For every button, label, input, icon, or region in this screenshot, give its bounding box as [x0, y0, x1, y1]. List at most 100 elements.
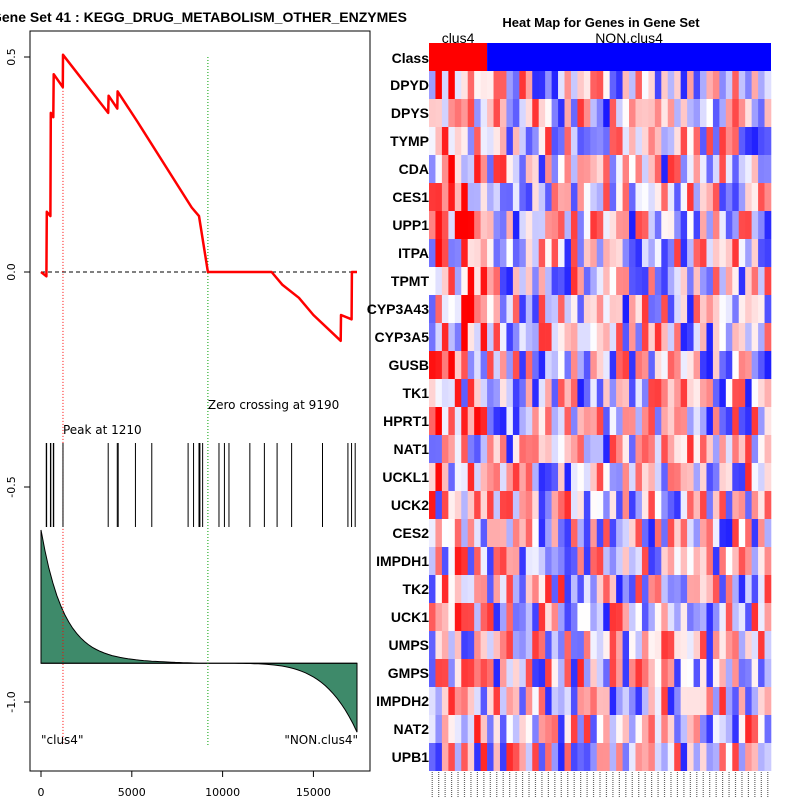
heatmap-cell: [674, 71, 681, 99]
heatmap-cell: [687, 267, 694, 295]
heatmap-cell: [480, 127, 488, 155]
heatmap-cell: [654, 463, 662, 491]
heatmap-cell: [609, 491, 617, 519]
heatmap-cell: [429, 323, 436, 351]
heatmap-cell: [512, 379, 520, 407]
heatmap-cell: [622, 71, 630, 99]
heatmap-cell: [706, 463, 714, 491]
heatmap-cell: [674, 295, 681, 323]
heatmap-cell: [538, 351, 546, 379]
heatmap-cell: [474, 99, 481, 127]
heatmap-cell: [590, 603, 598, 631]
heatmap-cell: [751, 127, 759, 155]
heatmap-cell: [551, 295, 559, 323]
heatmap-cell: [719, 435, 727, 463]
heatmap-cell: [725, 71, 733, 99]
heatmap-cell: [609, 407, 617, 435]
heatmap-cell: [700, 659, 707, 687]
heatmap-cell: [758, 603, 765, 631]
heatmap-cell: [609, 743, 617, 771]
heatmap-cell: [648, 603, 656, 631]
heatmap-cell: [454, 239, 462, 267]
heatmap-cell: [538, 715, 546, 743]
heatmap-cell: [435, 743, 443, 771]
heatmap-cell: [764, 379, 772, 407]
heatmap-cell: [725, 323, 733, 351]
heatmap-cell: [609, 71, 617, 99]
heatmap-cell: [648, 155, 656, 183]
heatmap-cell: [487, 71, 494, 99]
heatmap-cell: [764, 631, 772, 659]
heatmap-cell: [551, 603, 559, 631]
heatmap-cell: [461, 575, 469, 603]
heatmap-cell: [551, 127, 559, 155]
heatmap-cell: [499, 267, 507, 295]
heatmap-cell: [661, 267, 669, 295]
heatmap-cell: [758, 379, 765, 407]
heatmap-cell: [487, 715, 494, 743]
heatmap-cell: [474, 211, 481, 239]
heatmap-cell: [467, 631, 475, 659]
heatmap-cell: [429, 575, 436, 603]
heatmap-cell: [532, 659, 539, 687]
heatmap-cell: [558, 491, 565, 519]
heatmap-cell: [674, 379, 681, 407]
heatmap-cell: [725, 659, 733, 687]
heatmap-cell: [487, 603, 494, 631]
heatmap-cell: [512, 491, 520, 519]
heatmap-cell: [564, 687, 572, 715]
heatmap-cell: [719, 211, 727, 239]
heatmap-cell: [687, 547, 694, 575]
heatmap-cell: [738, 71, 746, 99]
heatmap-cell: [570, 71, 578, 99]
heatmap-cell: [648, 267, 656, 295]
heatmap-cell: [635, 71, 643, 99]
heatmap-cell: [493, 71, 501, 99]
row-label-uck1: UCK1: [391, 609, 429, 625]
heatmap-cell: [512, 631, 520, 659]
heatmap-cell: [693, 183, 701, 211]
heatmap-cell: [506, 239, 514, 267]
heatmap-cell: [590, 743, 598, 771]
heatmap-cell: [667, 491, 675, 519]
heatmap-cell: [532, 351, 539, 379]
heatmap-cell: [687, 743, 694, 771]
heatmap-cell: [512, 351, 520, 379]
heatmap-cell: [558, 687, 565, 715]
heatmap-cell: [532, 323, 539, 351]
heatmap-cell: [525, 379, 533, 407]
heatmap-cell: [680, 155, 688, 183]
heatmap-cell: [480, 295, 488, 323]
heatmap-cell: [429, 71, 436, 99]
heatmap-cell: [635, 519, 643, 547]
heatmap-cell: [616, 323, 623, 351]
heatmap-cell: [667, 351, 675, 379]
heatmap-cell: [732, 519, 740, 547]
row-label-gmps: GMPS: [388, 665, 429, 681]
heatmap-cell: [564, 715, 572, 743]
heatmap-cell: [654, 491, 662, 519]
heatmap-cell: [622, 407, 630, 435]
heatmap-cell: [570, 267, 578, 295]
heatmap-cell: [519, 631, 527, 659]
heatmap-cell: [622, 463, 630, 491]
heatmap-cell: [590, 631, 598, 659]
heatmap-cell: [596, 547, 604, 575]
heatmap-cell: [661, 631, 669, 659]
heatmap-cell: [564, 127, 572, 155]
heatmap-cell: [603, 351, 610, 379]
heatmap-cell: [629, 491, 636, 519]
heatmap-cell: [429, 519, 436, 547]
heatmap-cell: [558, 519, 565, 547]
row-label-ces1: CES1: [392, 189, 429, 205]
heatmap-cell: [583, 603, 591, 631]
heatmap-cell: [454, 603, 462, 631]
heatmap-cell: [693, 575, 701, 603]
heatmap-cell: [480, 99, 488, 127]
heatmap-cell: [564, 351, 572, 379]
heatmap-cell: [551, 547, 559, 575]
heatmap-cell: [545, 743, 552, 771]
heatmap-cell: [545, 575, 552, 603]
heatmap-cell: [745, 687, 752, 715]
heatmap-cell: [738, 715, 746, 743]
